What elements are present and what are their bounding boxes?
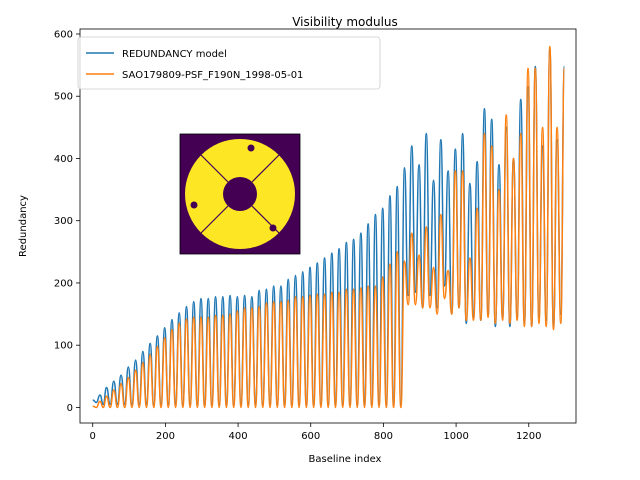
y-axis-title: Redundancy [18, 195, 29, 257]
y-tick-label: 500 [54, 92, 73, 103]
inset-pad-1 [247, 144, 255, 152]
x-tick-label: 600 [301, 431, 320, 442]
inset-obscuration [223, 177, 257, 211]
x-axis-title: Baseline index [309, 454, 382, 465]
inset-spider-1 [251, 153, 281, 183]
legend: REDUNDANCY model SAO179809-PSF_F190N_199… [77, 36, 381, 90]
aperture-inset [179, 133, 301, 255]
y-tick-label: 200 [54, 278, 73, 289]
x-tick-label: 0 [90, 431, 96, 442]
y-axis: 0 100 200 300 400 500 600 [54, 29, 80, 414]
y-tick-label: 100 [54, 341, 73, 352]
inset-pad-2 [190, 201, 198, 209]
series-line-1 [92, 45, 566, 409]
y-tick-label: 600 [54, 29, 73, 40]
legend-label-observation: SAO179809-PSF_F190N_1998-05-01 [122, 70, 303, 81]
chart-title: Visibility modulus [292, 15, 398, 29]
x-tick-label: 200 [156, 431, 175, 442]
legend-box [77, 36, 381, 90]
y-tick-label: 400 [54, 154, 73, 165]
x-tick-label: 1000 [443, 431, 468, 442]
legend-label-model: REDUNDANCY model [122, 49, 227, 60]
y-tick-label: 300 [54, 216, 73, 227]
inset-spider-3 [199, 205, 229, 235]
x-axis: 0 200 400 600 800 1000 1200 [90, 423, 541, 442]
x-tick-label: 800 [374, 431, 393, 442]
inset-pad-3 [269, 224, 277, 232]
inset-spider-2 [199, 153, 229, 183]
x-tick-label: 400 [229, 431, 248, 442]
series-layer [92, 45, 566, 409]
y-tick-label: 0 [67, 403, 73, 414]
x-tick-label: 1200 [516, 431, 541, 442]
plot-frame [79, 28, 577, 424]
